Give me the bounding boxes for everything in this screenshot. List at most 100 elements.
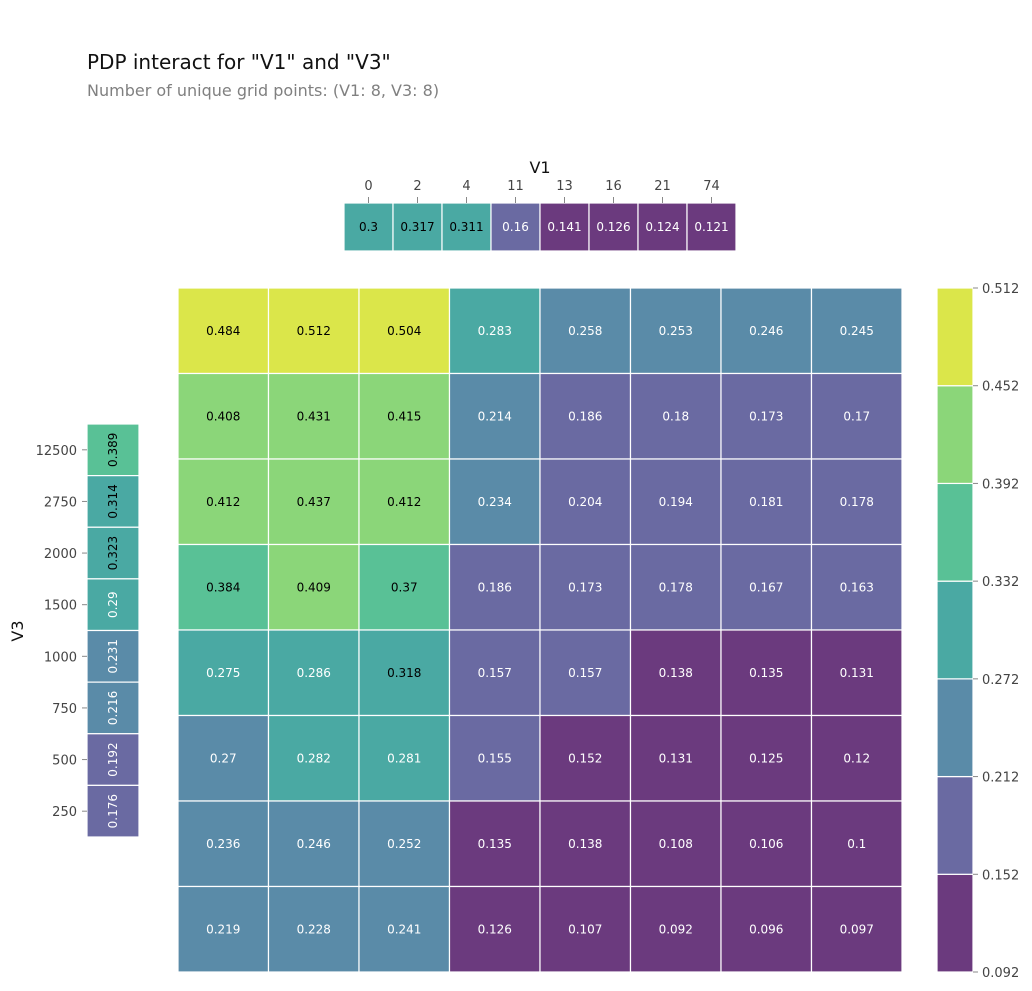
- heatmap-cell-label: 0.138: [659, 666, 693, 680]
- heatmap-cell-label: 0.092: [659, 922, 693, 936]
- v3-marginal-cell-label: 0.323: [106, 536, 120, 570]
- heatmap-cell-label: 0.283: [478, 324, 512, 338]
- heatmap-cell: [267, 458, 360, 546]
- v3-tick-label: 2750: [44, 495, 77, 510]
- heatmap-cell: [177, 458, 270, 546]
- v1-marginal-cell-label: 0.311: [449, 220, 483, 234]
- heatmap-cell-label: 0.108: [659, 837, 693, 851]
- heatmap-cell: [810, 885, 903, 973]
- heatmap-cell: [810, 629, 903, 717]
- v3-marginal-cell: [86, 629, 140, 683]
- heatmap-cell: [448, 543, 541, 631]
- heatmap-cell-label: 0.131: [659, 751, 693, 765]
- v3-tick-label: 500: [52, 754, 77, 769]
- heatmap-cell-label: 0.234: [478, 495, 512, 509]
- colorbar-tick-label: 0.452: [982, 380, 1019, 395]
- heatmap-cell-label: 0.186: [568, 409, 602, 423]
- v3-marginal-cell-label: 0.192: [106, 742, 120, 776]
- heatmap-cell: [448, 885, 541, 973]
- heatmap-cell-label: 0.245: [840, 324, 874, 338]
- heatmap-cell: [810, 458, 903, 546]
- heatmap-cell-label: 0.281: [387, 751, 421, 765]
- heatmap-cell: [177, 885, 270, 973]
- heatmap-cell-label: 0.275: [206, 666, 240, 680]
- heatmap-cell-label: 0.173: [568, 580, 602, 594]
- v1-marginal-cell-label: 0.121: [694, 220, 728, 234]
- chart-title: PDP interact for "V1" and "V3": [87, 50, 391, 74]
- heatmap-cell-label: 0.214: [478, 409, 512, 423]
- v3-tick-label: 1500: [44, 599, 77, 614]
- heatmap-cell-label: 0.178: [840, 495, 874, 509]
- v1-tick-label: 21: [654, 179, 671, 194]
- heatmap-cell: [358, 800, 451, 888]
- heatmap-cell-label: 0.178: [659, 580, 693, 594]
- heatmap-cell: [177, 372, 270, 460]
- heatmap-cell-label: 0.258: [568, 324, 602, 338]
- heatmap-cell-label: 0.097: [840, 922, 874, 936]
- v1-tick-label: 16: [605, 179, 622, 194]
- v3-marginal-cell: [86, 784, 140, 838]
- heatmap-cell: [629, 372, 722, 460]
- heatmap-cell-label: 0.163: [840, 580, 874, 594]
- heatmap-cell-label: 0.167: [749, 580, 783, 594]
- heatmap-cell: [629, 458, 722, 546]
- v1-marginal-cell-label: 0.317: [400, 220, 434, 234]
- heatmap-cell-label: 0.246: [749, 324, 783, 338]
- colorbar-tick-label: 0.392: [982, 477, 1019, 492]
- v3-marginal-cell-label: 0.231: [106, 639, 120, 673]
- heatmap-cell: [810, 800, 903, 888]
- v1-tick-label: 74: [703, 179, 720, 194]
- heatmap-cell-label: 0.106: [749, 837, 783, 851]
- heatmap-cell-label: 0.484: [206, 324, 240, 338]
- heatmap-cell-label: 0.125: [749, 751, 783, 765]
- heatmap-cell: [629, 885, 722, 973]
- v1-marginal-cell-label: 0.126: [596, 220, 630, 234]
- v1-marginal-heatmap: 0.3 0 0.317 2 0.311 4 0.16 11 0.141 13 0.126 16 0.12…: [343, 158, 737, 252]
- heatmap-cell-label: 0.107: [568, 922, 602, 936]
- v3-axis-label: V3: [8, 620, 27, 641]
- heatmap-cell-label: 0.415: [387, 409, 421, 423]
- heatmap-cell: [358, 714, 451, 802]
- heatmap-cell: [358, 372, 451, 460]
- heatmap-cell: [358, 458, 451, 546]
- heatmap-cell: [629, 800, 722, 888]
- v3-marginal-cell-label: 0.216: [106, 691, 120, 725]
- heatmap-cell: [177, 800, 270, 888]
- heatmap-cell-label: 0.241: [387, 922, 421, 936]
- heatmap-cell-label: 0.412: [206, 495, 240, 509]
- v3-marginal-cell: [86, 578, 140, 632]
- heatmap-cell: [177, 629, 270, 717]
- heatmap-cell: [358, 629, 451, 717]
- heatmap-cell-label: 0.096: [749, 922, 783, 936]
- colorbar-tick-label: 0.332: [982, 575, 1019, 590]
- v1-marginal-cell: [343, 202, 394, 252]
- v1-marginal-cell-label: 0.124: [645, 220, 679, 234]
- heatmap-cell-label: 0.27: [210, 751, 237, 765]
- v1-marginal-cell: [441, 202, 492, 252]
- heatmap-cell: [629, 287, 722, 375]
- heatmap-cell: [720, 629, 813, 717]
- heatmap-cell: [629, 714, 722, 802]
- colorbar-tick-label: 0.512: [982, 282, 1019, 297]
- heatmap-cell-label: 0.318: [387, 666, 421, 680]
- heatmap-cell: [539, 287, 632, 375]
- heatmap-cell-label: 0.412: [387, 495, 421, 509]
- heatmap-cell: [177, 714, 270, 802]
- v1-marginal-cell-label: 0.16: [502, 220, 529, 234]
- colorbar-tick-label: 0.152: [982, 868, 1019, 883]
- heatmap-cell-label: 0.437: [297, 495, 331, 509]
- heatmap-cell: [267, 885, 360, 973]
- heatmap-cell: [720, 885, 813, 973]
- heatmap-cell: [448, 800, 541, 888]
- heatmap-cell-label: 0.126: [478, 922, 512, 936]
- heatmap-cell-label: 0.408: [206, 409, 240, 423]
- heatmap-cell: [448, 372, 541, 460]
- heatmap-cell-label: 0.173: [749, 409, 783, 423]
- heatmap-cell-label: 0.219: [206, 922, 240, 936]
- heatmap-cell: [720, 800, 813, 888]
- heatmap-cell-label: 0.504: [387, 324, 421, 338]
- heatmap-cell: [267, 543, 360, 631]
- heatmap-cell: [629, 543, 722, 631]
- v3-marginal-cell: [86, 526, 140, 580]
